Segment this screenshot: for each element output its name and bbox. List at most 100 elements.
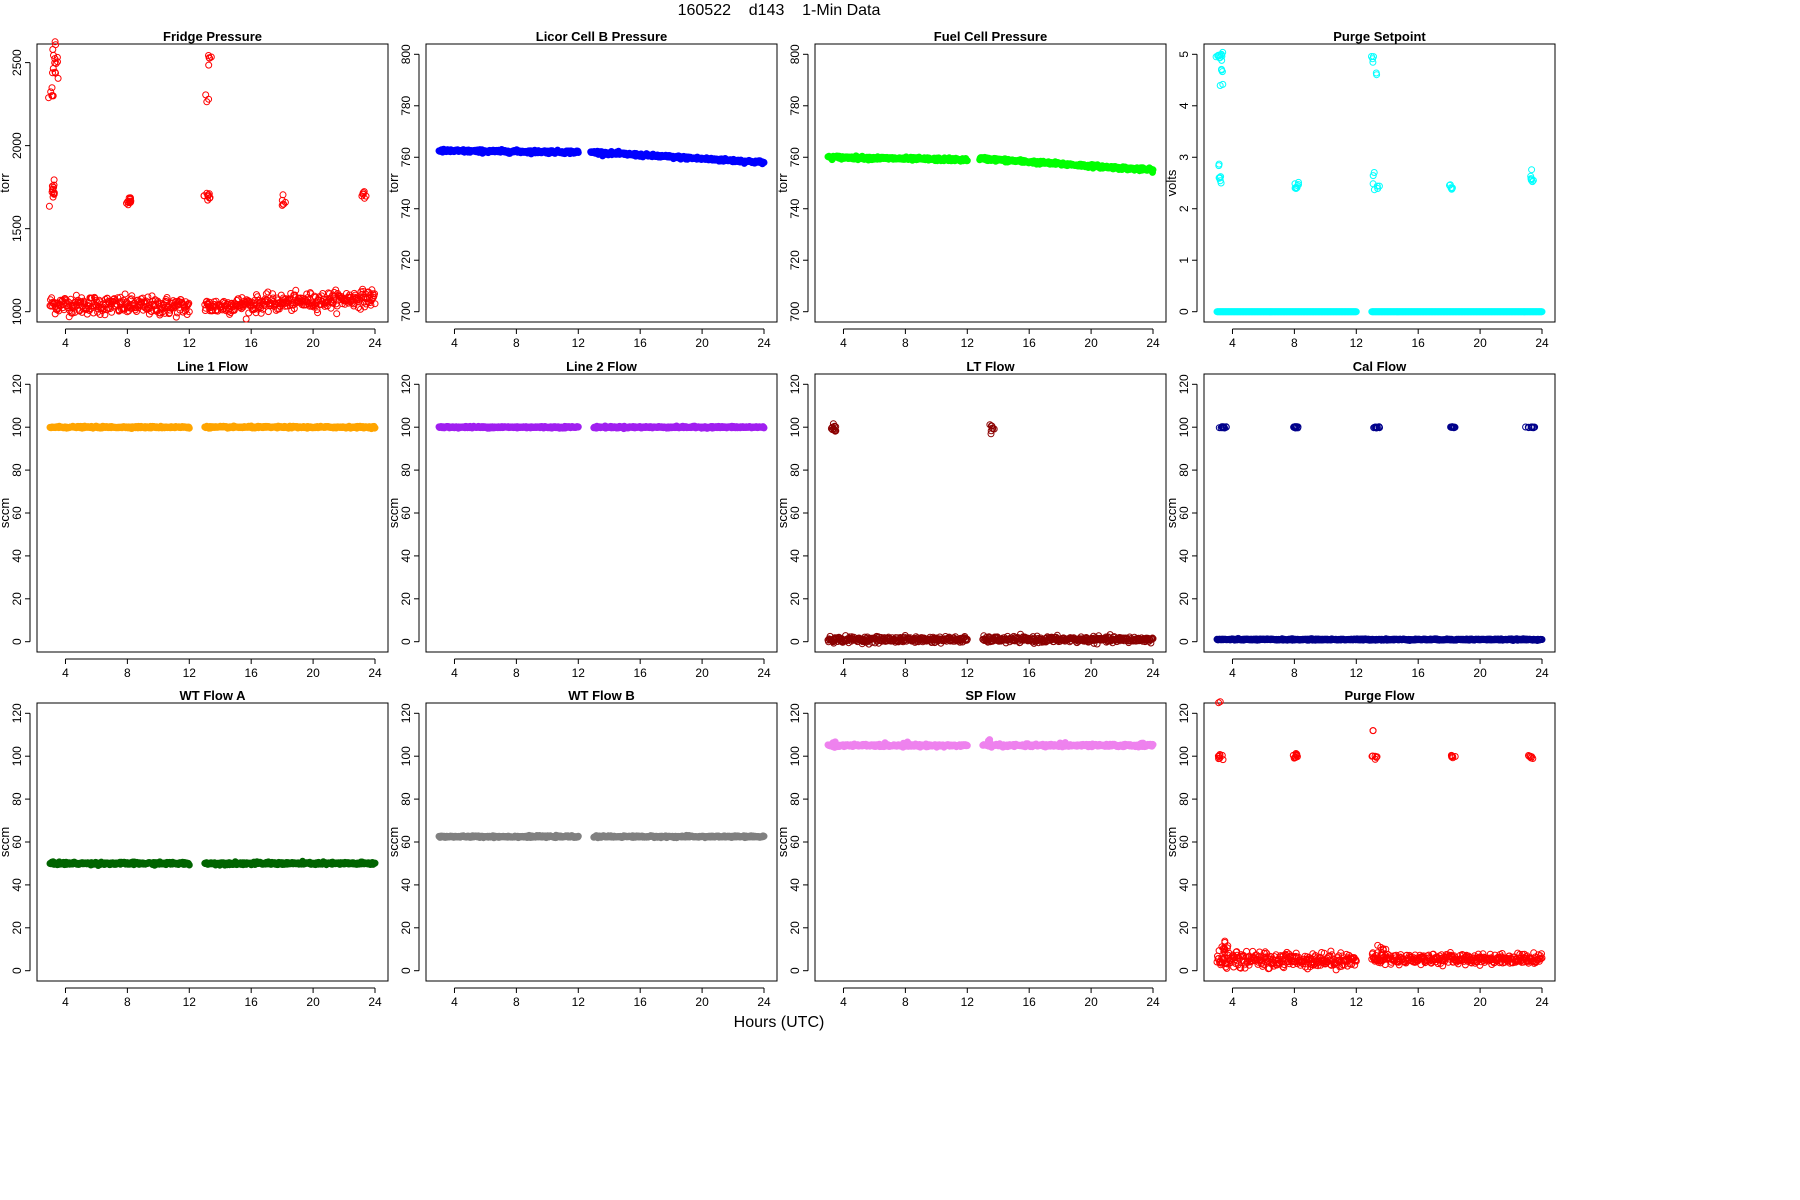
data-points (824, 420, 1157, 648)
data-point (264, 288, 272, 296)
x-tick-label: 8 (513, 666, 520, 680)
data-point (313, 306, 321, 314)
y-tick-label: 60 (399, 506, 413, 520)
y-tick-label: 20 (788, 592, 802, 606)
y-tick-label: 760 (399, 147, 413, 167)
x-axis: 4 8 12 16 20 24 (840, 658, 1160, 680)
data-points (1213, 423, 1546, 644)
plot-frame (36, 373, 389, 653)
x-tick-label: 8 (124, 666, 131, 680)
y-tick-label: 720 (399, 250, 413, 270)
data-point (371, 290, 378, 298)
x-tick-label: 12 (1350, 666, 1364, 680)
data-point (90, 309, 97, 317)
data-points (435, 422, 768, 433)
plot-frame (1203, 373, 1556, 653)
data-point (50, 190, 57, 198)
data-point (574, 423, 582, 431)
x-tick-label: 16 (1412, 666, 1426, 680)
data-points (824, 152, 1157, 176)
data-point (1528, 166, 1536, 174)
y-tick-label: 1500 (10, 215, 24, 242)
data-point (50, 181, 58, 189)
data-point (51, 38, 59, 46)
y-tick-label: 60 (10, 506, 24, 520)
data-point (185, 299, 193, 307)
data-point (124, 201, 132, 209)
x-tick-label: 16 (634, 336, 648, 350)
data-point (254, 293, 261, 301)
y-tick-label: 2 (1177, 205, 1191, 212)
data-point (963, 157, 971, 165)
y-tick-label: 740 (399, 198, 413, 218)
data-point (121, 290, 129, 298)
x-tick-label: 8 (902, 666, 909, 680)
data-point (50, 176, 58, 184)
panel-licor-cell-b-pressure: Licor Cell B Pressure700720740760780800t… (386, 29, 778, 350)
data-point (279, 200, 287, 208)
y-tick-label: 0 (788, 638, 802, 645)
data-point (128, 292, 136, 300)
x-axis: 4 8 12 16 20 24 (451, 658, 771, 680)
panel-title: Licor Cell B Pressure (536, 29, 668, 44)
data-point (144, 293, 152, 301)
x-tick-label: 16 (634, 666, 648, 680)
y-tick-label: 40 (1177, 549, 1191, 563)
y-tick-label: 120 (10, 374, 24, 394)
data-point (350, 302, 358, 310)
data-point (49, 193, 57, 201)
data-points (1212, 48, 1546, 316)
y-tick-label: 700 (788, 301, 802, 321)
data-point (48, 182, 56, 190)
data-point (361, 194, 368, 202)
y-tick-label: 800 (788, 44, 802, 64)
x-tick-label: 4 (451, 666, 458, 680)
x-tick-label: 4 (1229, 336, 1236, 350)
panel-title: Fridge Pressure (163, 29, 262, 44)
data-point (367, 301, 375, 309)
data-point (48, 186, 56, 194)
data-point (371, 300, 379, 308)
x-tick-label: 8 (1291, 666, 1298, 680)
x-tick-label: 8 (513, 336, 520, 350)
data-point (73, 299, 81, 307)
data-point (206, 54, 214, 62)
data-point (574, 149, 582, 156)
y-tick-label: 40 (788, 549, 802, 563)
y-tick-label: 780 (399, 95, 413, 115)
data-point (371, 424, 379, 432)
y-axis-label: torr (386, 173, 401, 193)
x-tick-label: 16 (245, 336, 259, 350)
data-point (281, 198, 289, 206)
panel-title: Cal Flow (1353, 359, 1407, 374)
x-tick-label: 12 (572, 666, 586, 680)
x-axis: 4 8 12 16 20 24 (1229, 328, 1549, 350)
data-point (307, 290, 315, 298)
data-point (108, 308, 116, 316)
y-tick-label: 3 (1177, 154, 1191, 161)
x-axis: 4 8 12 16 20 24 (1229, 658, 1549, 680)
x-tick-label: 4 (840, 336, 847, 350)
data-point (312, 302, 320, 310)
x-tick-label: 16 (1023, 336, 1037, 350)
data-point (45, 202, 53, 210)
data-point (234, 295, 242, 303)
x-tick-label: 4 (62, 666, 69, 680)
data-points (435, 145, 768, 168)
x-tick-label: 24 (1535, 666, 1549, 680)
y-tick-label: 0 (10, 638, 24, 645)
data-point (292, 286, 300, 294)
data-point (85, 302, 93, 310)
y-tick-label: 0 (399, 638, 413, 645)
x-tick-label: 20 (1473, 666, 1487, 680)
y-tick-label: 5 (1177, 51, 1191, 58)
panel-title: Purge Setpoint (1333, 29, 1426, 44)
